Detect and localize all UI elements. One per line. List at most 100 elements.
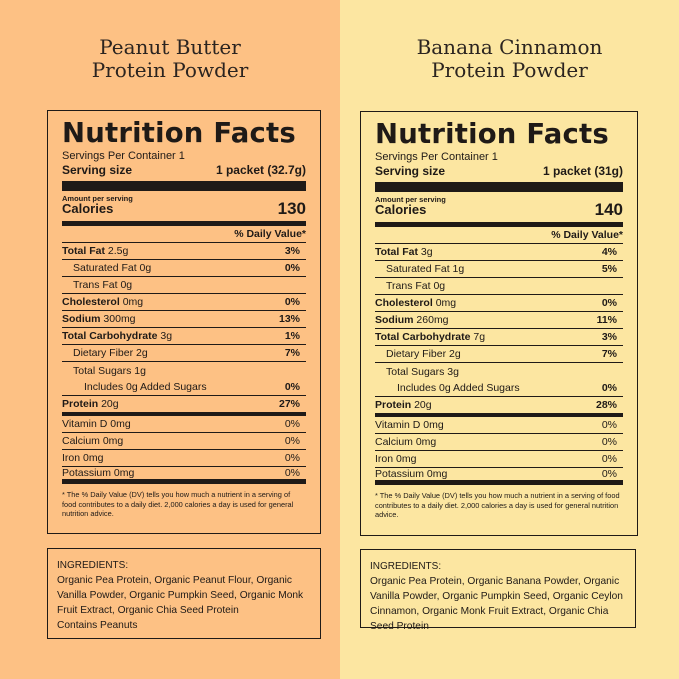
nutrient-pct: 3%: [284, 245, 300, 257]
nutrient-amount: 260mg: [416, 314, 449, 326]
amount-per-serving: Amount per serving: [62, 194, 133, 203]
vitamin-pct: 0%: [601, 468, 617, 480]
nutrient-pct: 4%: [601, 246, 617, 258]
vitamin-name: Calcium 0mg: [62, 435, 124, 447]
nutrient-name: Includes 0g Added Sugars: [84, 381, 207, 393]
ingredients-box: INGREDIENTS: Organic Pea Protein, Organi…: [360, 549, 636, 632]
daily-value-header: % Daily Value*: [375, 227, 623, 244]
nutrient-name: Saturated Fat 0g: [73, 262, 152, 274]
product-title: Peanut Butter Protein Powder: [0, 36, 340, 82]
servings-per-container: Servings Per Container 1: [375, 151, 498, 163]
nutrient-amount: 20g: [101, 398, 119, 410]
nutrient-name: Protein: [375, 399, 412, 411]
vitamin-row-calcium: Calcium 0mg 0%: [62, 433, 306, 450]
nutrient-row-sodium: Sodium 260mg 11%: [375, 312, 623, 329]
nutrient-pct: 27%: [278, 398, 300, 410]
nutrient-row-trans-fat: Trans Fat 0g: [62, 277, 306, 294]
calories-divider: [375, 219, 623, 227]
nutrient-name: Sodium: [62, 313, 101, 325]
nutrient-name: Total Fat: [375, 246, 418, 258]
nutrient-row-dietary-fiber: Dietary Fiber 2g 7%: [62, 345, 306, 362]
vitamin-pct: 0%: [284, 467, 300, 479]
serving-size-value: 1 packet (32.7g): [215, 163, 306, 177]
nutrient-pct: 11%: [596, 314, 617, 326]
nutrient-pct: 1%: [284, 330, 300, 342]
nutrient-pct: 0%: [284, 296, 300, 308]
nutrition-facts-panel: Nutrition Facts Servings Per Container 1…: [360, 111, 638, 536]
nutrient-name: Total Sugars 1g: [73, 364, 146, 377]
nutrient-row-dietary-fiber: Dietary Fiber 2g 7%: [375, 346, 623, 363]
amount-per-serving: Amount per serving: [375, 195, 446, 204]
nutrient-row-trans-fat: Trans Fat 0g: [375, 278, 623, 295]
nutrient-row-sodium: Sodium 300mg 13%: [62, 311, 306, 328]
nutrient-pct: 0%: [284, 381, 300, 393]
serving-size-label: Serving size: [375, 164, 446, 178]
nutrient-row-total-sugars: Total Sugars 3g: [375, 363, 623, 380]
nutrient-pct: 7%: [601, 348, 617, 360]
nutrient-name: Total Carbohydrate: [62, 330, 158, 342]
nutrient-pct: 28%: [595, 399, 617, 411]
nutrient-amount: 3g: [160, 330, 173, 342]
nutrient-row-protein: Protein 20g 28%: [375, 397, 623, 417]
vitamin-name: Calcium 0mg: [375, 436, 437, 448]
nutrient-pct: 0%: [601, 297, 617, 309]
nutrient-name: Trans Fat 0g: [73, 279, 133, 291]
vitamin-row-d: Vitamin D 0mg 0%: [375, 417, 623, 434]
vitamin-name: Vitamin D 0mg: [375, 419, 444, 431]
nutrient-row-saturated-fat: Saturated Fat 1g 5%: [375, 261, 623, 278]
nutrient-name: Dietary Fiber 2g: [386, 348, 461, 360]
vitamin-name: Iron 0mg: [62, 452, 104, 464]
vitamin-name: Vitamin D 0mg: [62, 418, 131, 430]
daily-value-footnote: * The % Daily Value (DV) tells you how m…: [375, 491, 620, 519]
vitamin-name: Iron 0mg: [375, 453, 417, 465]
nutrient-name: Cholesterol: [62, 296, 120, 308]
nutrient-amount: 0mg: [435, 297, 457, 309]
nutrient-amount: 20g: [414, 399, 432, 411]
serving-size-row: Serving size 1 packet (31g): [375, 164, 623, 179]
nutrient-name: Saturated Fat 1g: [386, 263, 465, 275]
vitamin-pct: 0%: [284, 435, 300, 447]
vitamin-row-potassium: Potassium 0mg 0%: [62, 467, 306, 484]
calories-label: Calories: [62, 201, 114, 216]
nutrient-row-added-sugars: Includes 0g Added Sugars 0%: [375, 380, 623, 397]
calories-value: 130: [277, 199, 306, 218]
nutrient-amount: 3g: [420, 246, 433, 258]
nutrient-amount: 7g: [473, 331, 486, 343]
calories-value: 140: [594, 200, 623, 219]
daily-value-header: % Daily Value*: [62, 226, 306, 243]
calories-divider: [62, 218, 306, 226]
ingredients-heading: INGREDIENTS:: [370, 561, 442, 572]
vitamin-pct: 0%: [601, 453, 617, 465]
vitamin-row-d: Vitamin D 0mg 0%: [62, 416, 306, 433]
serving-size-row: Serving size 1 packet (32.7g): [62, 163, 306, 178]
nutrient-row-total-sugars: Total Sugars 1g: [62, 362, 306, 379]
nutrient-name: Trans Fat 0g: [386, 280, 446, 292]
nutrient-row-added-sugars: Includes 0g Added Sugars 0%: [62, 379, 306, 396]
product-title-line1: Peanut Butter: [99, 35, 241, 59]
nutrient-name: Total Sugars 3g: [386, 365, 459, 378]
vitamin-pct: 0%: [601, 419, 617, 431]
thick-divider: [62, 181, 306, 191]
ingredients-text: Organic Pea Protein, Organic Peanut Flou…: [57, 575, 304, 616]
product-title-line1: Banana Cinnamon: [416, 35, 603, 59]
serving-size-value: 1 packet (31g): [542, 164, 623, 178]
nutrient-pct: 13%: [278, 313, 300, 325]
nutrient-row-saturated-fat: Saturated Fat 0g 0%: [62, 260, 306, 277]
vitamin-row-calcium: Calcium 0mg 0%: [375, 434, 623, 451]
calories-label: Calories: [375, 202, 427, 217]
vitamin-row-potassium: Potassium 0mg 0%: [375, 468, 623, 485]
nutrient-row-total-fat: Total Fat 3g 4%: [375, 244, 623, 261]
vitamin-pct: 0%: [284, 452, 300, 464]
vitamin-row-iron: Iron 0mg 0%: [375, 451, 623, 468]
ingredients-heading: INGREDIENTS:: [57, 560, 129, 571]
nutrient-name: Total Fat: [62, 245, 105, 257]
right-product-section: Banana Cinnamon Protein Powder Nutrition…: [340, 0, 679, 679]
servings-per-container: Servings Per Container 1: [62, 150, 185, 162]
nutrient-name: Dietary Fiber 2g: [73, 347, 148, 359]
nutrition-facts-heading: Nutrition Facts: [62, 117, 296, 149]
nutrient-name: Includes 0g Added Sugars: [397, 382, 520, 394]
vitamin-row-iron: Iron 0mg 0%: [62, 450, 306, 467]
nutrient-pct: 0%: [284, 262, 300, 274]
product-title: Banana Cinnamon Protein Powder: [340, 36, 679, 82]
product-title-line2: Protein Powder: [431, 58, 588, 82]
